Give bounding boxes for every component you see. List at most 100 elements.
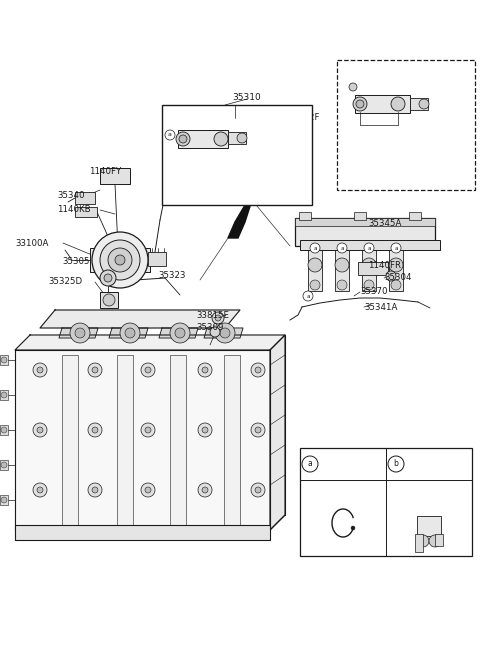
Bar (300, 240, 440, 250)
Bar (170, 355, 186, 525)
Circle shape (88, 423, 102, 437)
Bar (62, 355, 78, 525)
Text: a: a (340, 245, 344, 251)
Circle shape (1, 357, 7, 363)
Bar (228, 132, 246, 144)
Circle shape (251, 423, 265, 437)
Polygon shape (15, 350, 270, 530)
Circle shape (308, 258, 322, 272)
Bar (354, 212, 366, 220)
Text: 35340: 35340 (57, 192, 84, 201)
Text: 31337F: 31337F (408, 459, 444, 469)
Bar (335, 246, 349, 291)
Bar (300, 448, 472, 556)
Bar (75, 207, 97, 217)
Text: a: a (367, 245, 371, 251)
Circle shape (170, 187, 178, 195)
Bar (0, 355, 8, 365)
Circle shape (70, 323, 90, 343)
Circle shape (202, 367, 208, 373)
Circle shape (1, 427, 7, 433)
Bar (362, 246, 376, 291)
Text: 32651: 32651 (322, 459, 353, 469)
Circle shape (141, 483, 155, 497)
Circle shape (92, 487, 98, 493)
Circle shape (100, 270, 116, 286)
Text: 35312H: 35312H (174, 138, 208, 148)
Circle shape (198, 363, 212, 377)
Text: 1140KB: 1140KB (57, 205, 91, 215)
Circle shape (220, 328, 230, 338)
Circle shape (104, 274, 112, 282)
Circle shape (120, 323, 140, 343)
Circle shape (214, 132, 228, 146)
Bar (162, 105, 312, 205)
Bar (148, 252, 166, 266)
Circle shape (353, 97, 367, 111)
Circle shape (302, 456, 318, 472)
Circle shape (88, 483, 102, 497)
Circle shape (103, 294, 115, 306)
Bar (117, 355, 133, 525)
Circle shape (255, 427, 261, 433)
Circle shape (202, 427, 208, 433)
Circle shape (145, 427, 151, 433)
Circle shape (92, 427, 98, 433)
Circle shape (115, 255, 125, 265)
Text: 35309: 35309 (196, 323, 223, 333)
Circle shape (349, 83, 357, 91)
Bar (308, 246, 322, 291)
Circle shape (362, 258, 376, 272)
Circle shape (176, 132, 190, 146)
Circle shape (1, 462, 7, 468)
Circle shape (92, 232, 148, 288)
Circle shape (108, 248, 132, 272)
Text: 1140FR: 1140FR (368, 260, 401, 270)
Text: a: a (313, 245, 317, 251)
Polygon shape (270, 335, 285, 530)
Bar (435, 534, 443, 546)
Text: 35304: 35304 (384, 274, 411, 283)
Circle shape (33, 363, 47, 377)
Polygon shape (204, 328, 243, 338)
Circle shape (198, 483, 212, 497)
Bar (417, 516, 441, 536)
Text: (KIT): (KIT) (348, 64, 369, 73)
Circle shape (1, 497, 7, 503)
Circle shape (145, 367, 151, 373)
Circle shape (388, 456, 404, 472)
Circle shape (364, 280, 374, 290)
Circle shape (419, 99, 429, 109)
Text: a: a (306, 293, 310, 298)
Circle shape (364, 243, 374, 253)
Circle shape (33, 483, 47, 497)
Text: 35370: 35370 (360, 287, 387, 297)
Polygon shape (40, 310, 240, 328)
Text: 1140FY: 1140FY (89, 167, 121, 176)
Circle shape (102, 171, 112, 181)
Circle shape (391, 97, 405, 111)
Circle shape (1, 392, 7, 398)
Circle shape (359, 264, 367, 272)
Circle shape (303, 291, 313, 301)
Text: b: b (394, 459, 398, 468)
Circle shape (88, 363, 102, 377)
Circle shape (37, 367, 43, 373)
Circle shape (337, 280, 347, 290)
Bar (299, 212, 311, 220)
Text: 35305: 35305 (62, 258, 89, 266)
Bar (100, 168, 130, 184)
Bar (409, 212, 421, 220)
Circle shape (125, 328, 135, 338)
Circle shape (215, 323, 235, 343)
Bar (355, 95, 410, 113)
Circle shape (351, 526, 355, 530)
Polygon shape (15, 335, 285, 350)
Bar (0, 425, 8, 435)
Polygon shape (228, 200, 252, 238)
Circle shape (337, 243, 347, 253)
Circle shape (391, 280, 401, 290)
Circle shape (33, 423, 47, 437)
Bar (337, 60, 475, 190)
Circle shape (389, 258, 403, 272)
